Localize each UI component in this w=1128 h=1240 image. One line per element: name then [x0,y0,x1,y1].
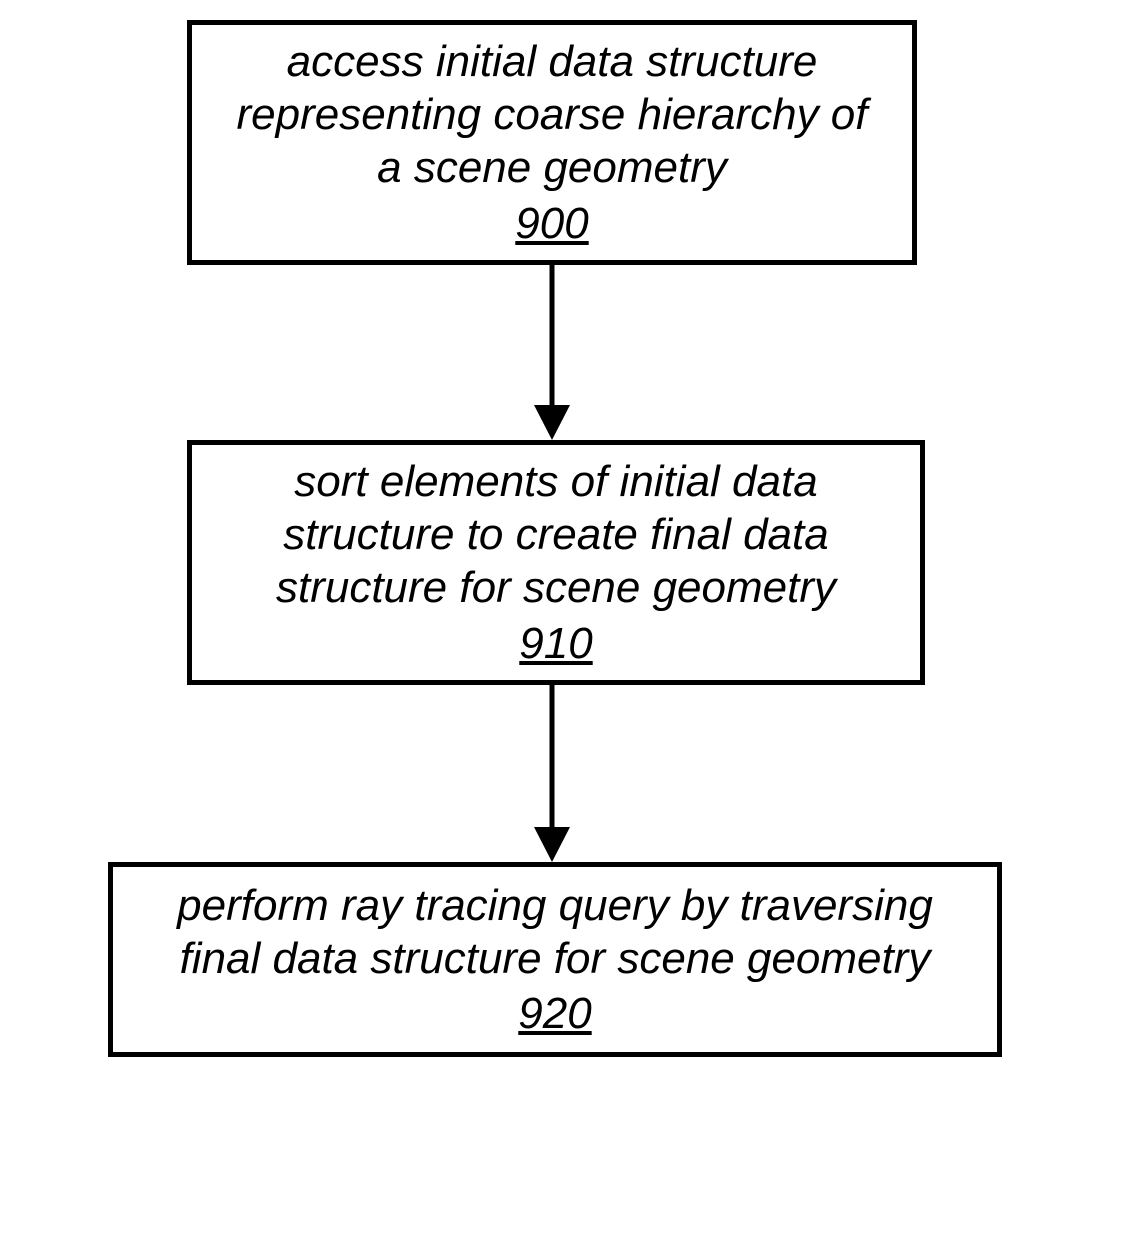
flowchart-node-1-number: 900 [515,199,588,249]
flowchart-node-2-text: sort elements of initial data structure … [222,456,890,614]
flowchart-container: access initial data structure representi… [0,0,1128,1240]
flowchart-node-3: perform ray tracing query by traversing … [108,862,1002,1057]
flowchart-arrow-2 [522,685,582,867]
flowchart-node-1: access initial data structure representi… [187,20,917,265]
flowchart-node-3-number: 920 [518,989,591,1039]
flowchart-node-1-text: access initial data structure representi… [222,36,882,194]
flowchart-arrow-1 [522,265,582,445]
flowchart-node-3-text: perform ray tracing query by traversing … [143,880,967,986]
flowchart-node-2-number: 910 [519,619,592,669]
flowchart-node-2: sort elements of initial data structure … [187,440,925,685]
